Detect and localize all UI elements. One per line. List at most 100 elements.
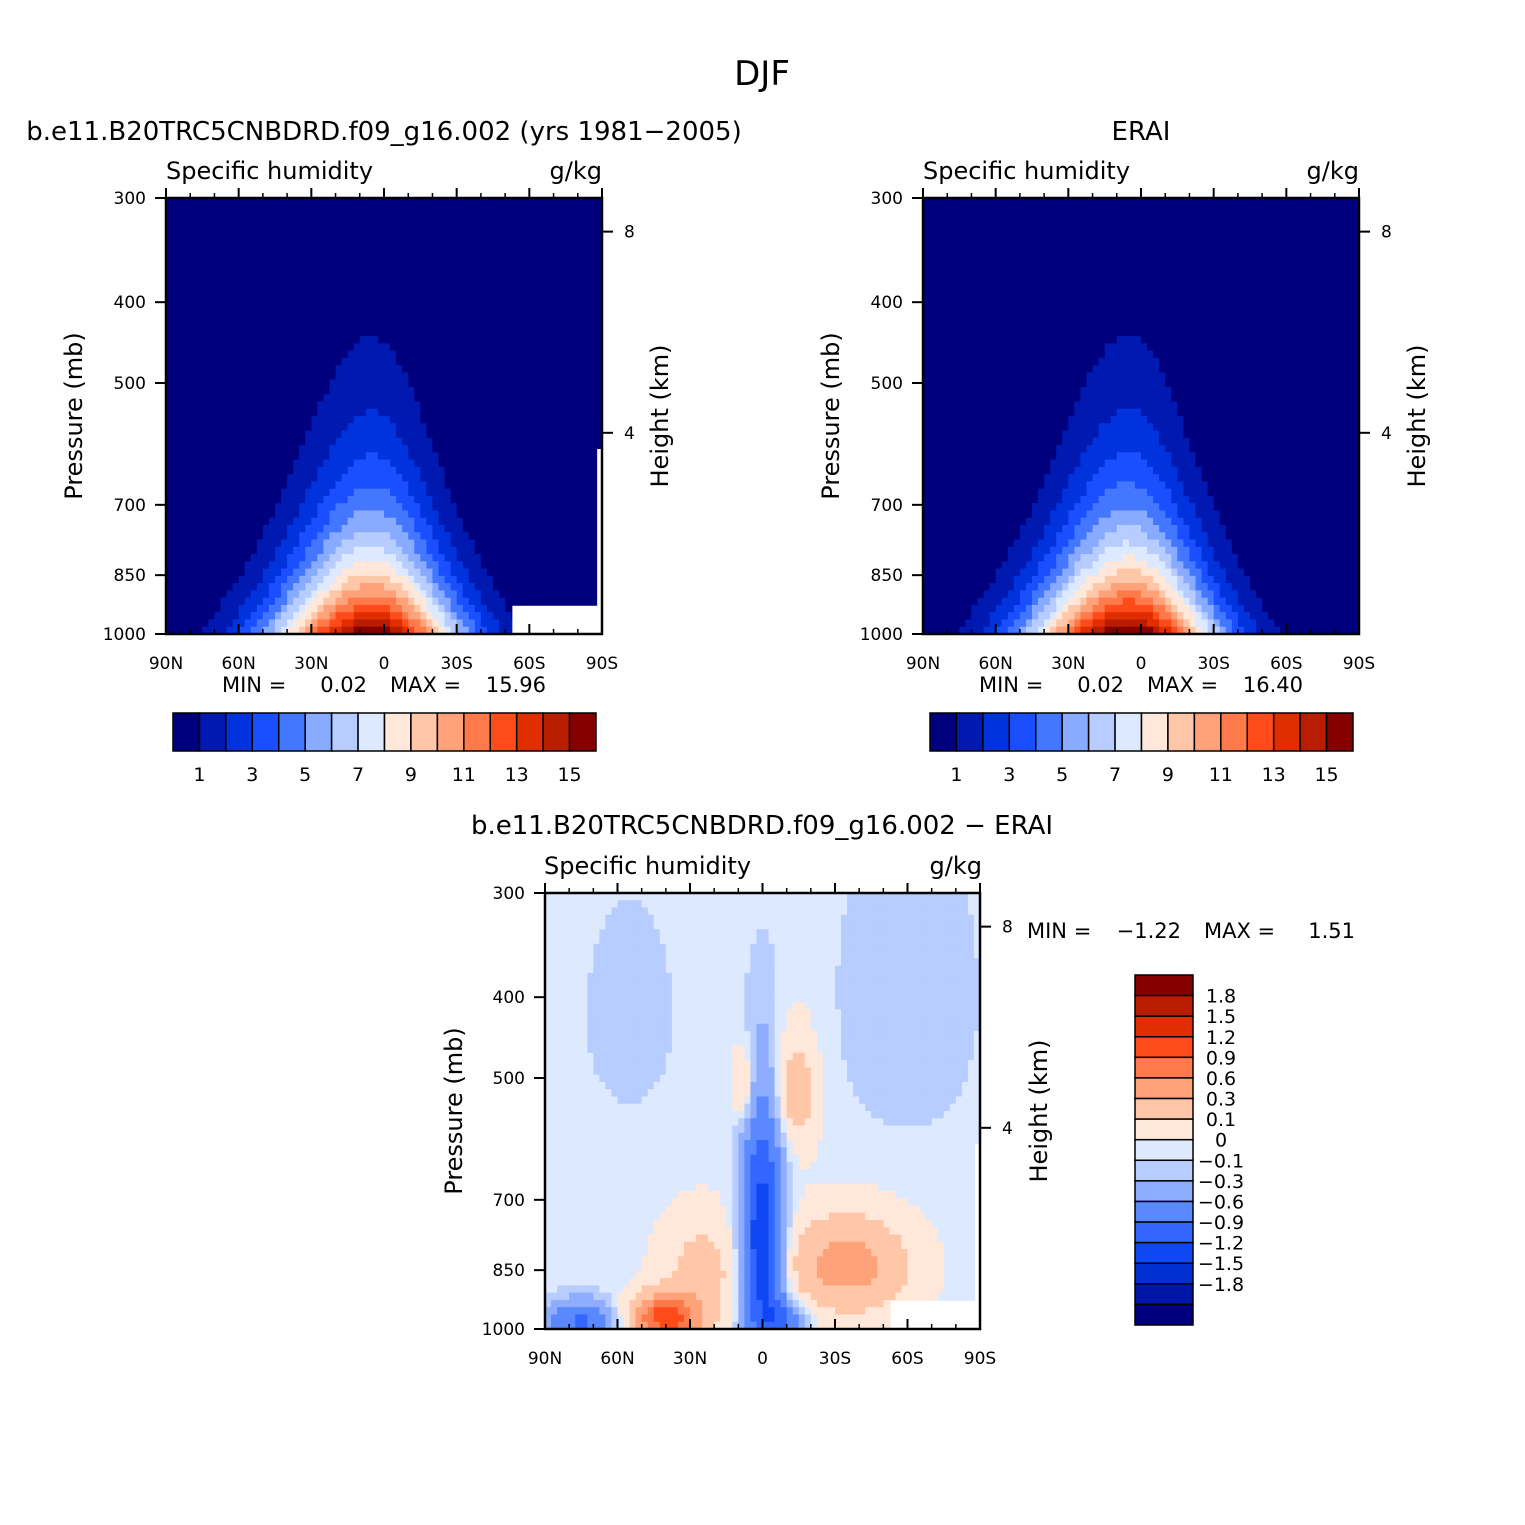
panel-model-cell [178, 394, 185, 403]
panel-model-cell [190, 626, 197, 635]
panel-erai-cell [965, 248, 973, 257]
panel-model-cell [317, 212, 325, 221]
panel-model-cell [402, 277, 409, 286]
panel-erai-cell [1165, 248, 1172, 257]
panel-model-cell [377, 495, 385, 504]
panel-model-cell [414, 292, 421, 301]
panel-model-cell [377, 517, 385, 526]
panel-model-cell [450, 539, 458, 548]
panel-model-cell [583, 575, 591, 584]
panel-model-cell [196, 227, 203, 235]
panel-model-cell [347, 394, 355, 403]
panel-erai-cell [1201, 219, 1209, 228]
panel-model-cell [184, 554, 191, 562]
panel-model-cell [589, 321, 597, 330]
panel-model-cell [450, 416, 458, 424]
panel-model-cell [311, 328, 318, 337]
panel-model-cell [547, 561, 555, 570]
panel-model-cell [232, 546, 240, 555]
panel-model-cell [347, 379, 355, 388]
panel-model-cell [299, 241, 306, 250]
panel-erai-cell [1286, 234, 1293, 243]
panel-model-cell [589, 198, 597, 206]
panel-difference-min-value: −1.22 [1117, 919, 1181, 943]
panel-model-cell [456, 525, 464, 533]
panel-model-cell [426, 568, 434, 577]
panel-model-cell [456, 546, 464, 555]
panel-erai-cell [1280, 241, 1287, 250]
panel-model-cell [535, 263, 543, 272]
panel-model-cell [232, 575, 240, 584]
panel-model-cell [293, 452, 300, 461]
panel-model-cell [517, 503, 524, 512]
panel-model-cell [474, 416, 482, 424]
panel-model-cell [553, 525, 561, 533]
panel-model-cell [547, 466, 555, 475]
panel-model-cell [523, 437, 530, 446]
panel-model-cell [293, 256, 300, 264]
panel-model-cell [202, 408, 209, 417]
panel-model-cell [178, 227, 185, 235]
panel-erai-cell [1237, 241, 1245, 250]
panel-model-cell [535, 445, 543, 453]
panel-erai-cell [1068, 256, 1075, 264]
panel-model-cell [365, 401, 373, 410]
panel-model-cell [529, 495, 536, 504]
panel-model-cell [589, 285, 597, 294]
panel-model-cell [359, 401, 367, 410]
panel-model-cell [438, 517, 446, 526]
panel-model-cell [486, 459, 494, 468]
panel-erai-cell [1316, 219, 1324, 228]
panel-model-title: b.e11.B20TRC5CNBDRD.f09_g16.002 (yrs 198… [26, 117, 741, 147]
panel-model-cell [577, 546, 585, 555]
panel-model-cell [426, 357, 434, 366]
panel-model-cell [384, 612, 391, 621]
panel-model-cell [420, 445, 427, 453]
panel-model-cell [390, 227, 397, 235]
panel-model-cell [317, 205, 325, 214]
panel-model-cell [583, 350, 591, 359]
panel-model-cell [335, 357, 343, 366]
panel-erai-cell [1128, 198, 1136, 206]
panel-model-cell [232, 241, 240, 250]
panel-model-cell [214, 604, 222, 613]
panel-model-cell [232, 212, 240, 221]
panel-erai-cell [1322, 227, 1330, 235]
panel-erai-cell [1177, 256, 1184, 264]
panel-model-cell [196, 575, 203, 584]
panel-erai-cell [1068, 212, 1075, 221]
panel-model-cell [287, 256, 294, 264]
panel-model-cell [220, 532, 228, 541]
panel-model-cell [480, 234, 488, 243]
panel-model-cell [565, 568, 573, 577]
panel-model-cell [196, 568, 203, 577]
panel-model-cell [444, 241, 452, 250]
panel-model-cell [432, 379, 440, 388]
panel-model-cell [511, 517, 518, 526]
panel-model-cell [493, 350, 500, 359]
panel-model-cell [505, 408, 512, 417]
panel-model-cell [196, 525, 203, 533]
panel-model-cell [275, 445, 282, 453]
panel-model-cell [281, 292, 288, 301]
panel-model-cell [353, 263, 361, 272]
panel-erai-cell [1189, 219, 1197, 228]
panel-model-cell [262, 205, 270, 214]
panel-model-cell [341, 416, 349, 424]
panel-model-cell [299, 416, 306, 424]
panel-model-cell [214, 256, 222, 264]
panel-model-cell [184, 328, 191, 337]
panel-model-cell [480, 212, 488, 221]
panel-model-cell [359, 626, 367, 635]
panel-model-cell [444, 263, 452, 272]
panel-model-cell [474, 394, 482, 403]
panel-model-cell [317, 503, 325, 512]
panel-model-cell [323, 546, 331, 555]
panel-model-cell [408, 445, 415, 453]
panel-model-cell [535, 568, 543, 577]
panel-model-cell [462, 445, 470, 453]
panel-model-cell [190, 525, 197, 533]
panel-model-cell [523, 357, 530, 366]
panel-model-cell [365, 285, 373, 294]
panel-model-cell [202, 321, 209, 330]
